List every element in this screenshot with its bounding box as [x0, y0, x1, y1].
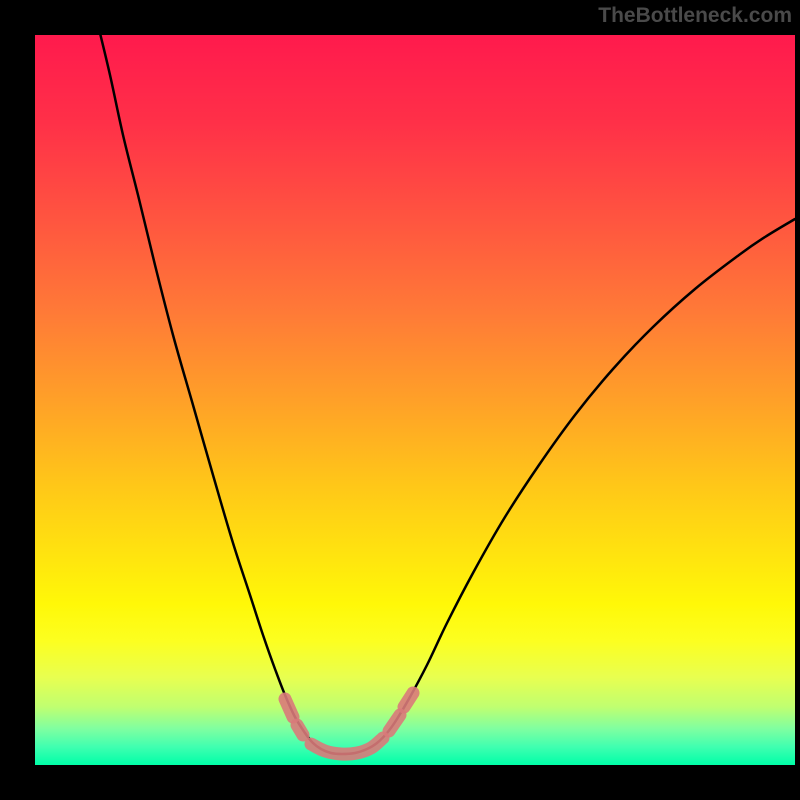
chart-container: TheBottleneck.com — [0, 0, 800, 800]
gradient-background — [35, 35, 795, 765]
watermark-text: TheBottleneck.com — [598, 4, 792, 28]
plot-area — [35, 35, 795, 765]
marker-segment — [404, 693, 413, 707]
chart-svg — [35, 35, 795, 765]
marker-segment — [285, 699, 293, 717]
marker-segment — [297, 725, 303, 735]
marker-segment — [389, 715, 400, 731]
